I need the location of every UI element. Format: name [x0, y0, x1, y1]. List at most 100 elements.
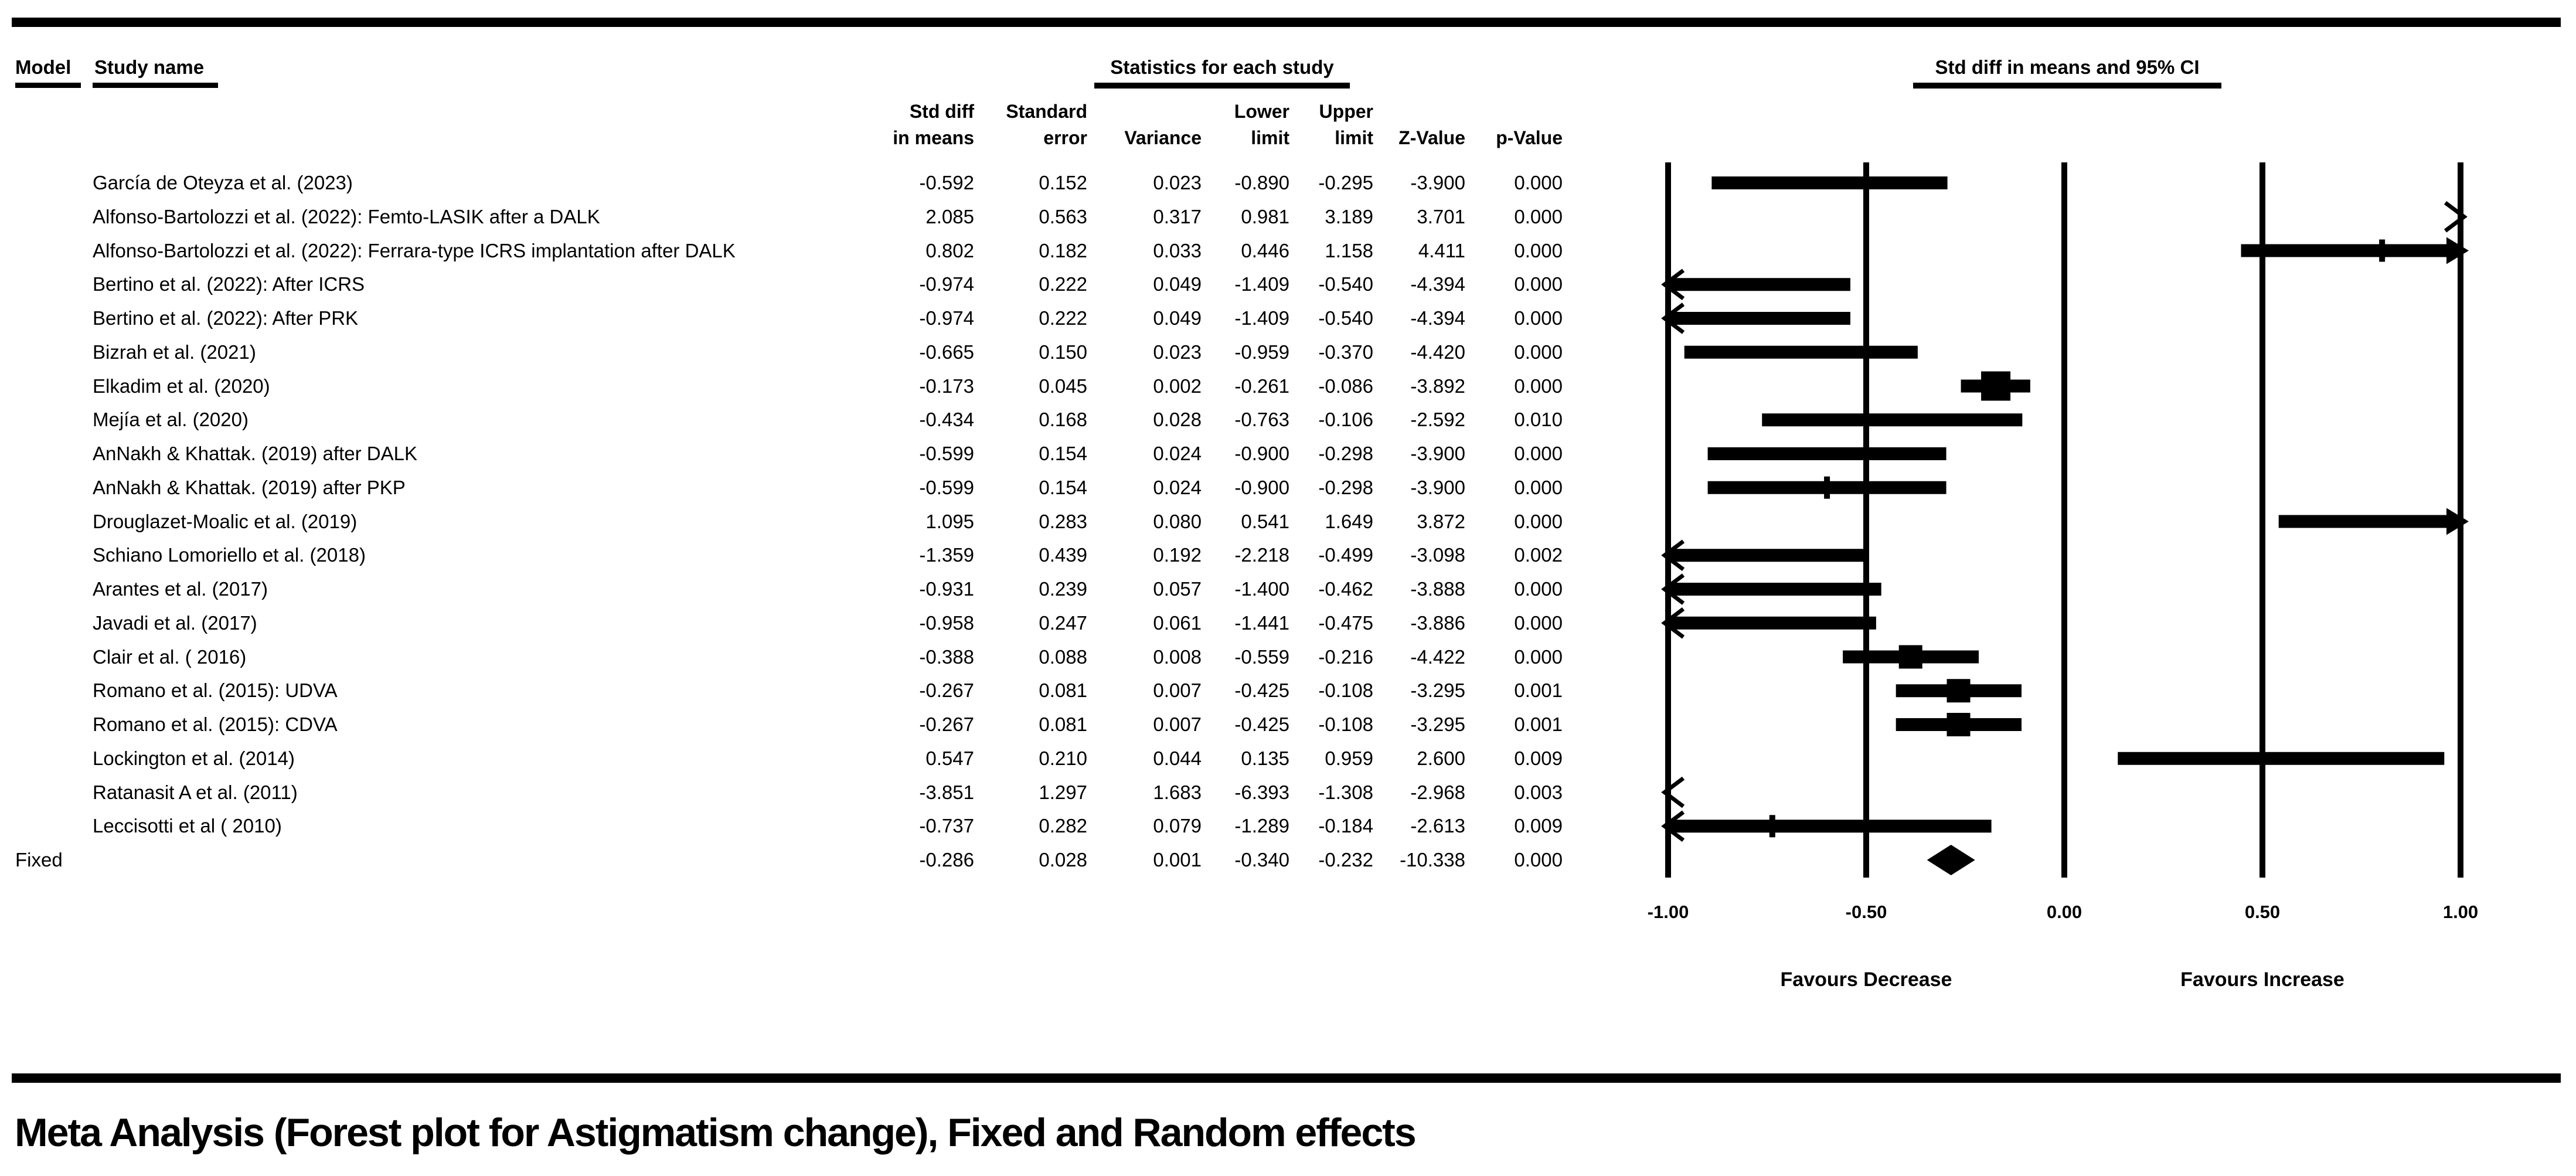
stat-value: 0.802 [925, 240, 974, 261]
ci-bar [1668, 278, 1850, 291]
report-title: Meta Analysis (Forest plot for Astigmati… [15, 1110, 1417, 1155]
stat-value: -0.475 [1318, 612, 1373, 634]
stat-column-header: Variance [1049, 98, 1202, 151]
stat-value: 0.081 [1039, 679, 1087, 701]
stat-value: 0.000 [1514, 307, 1563, 329]
stat-value: -0.086 [1318, 375, 1373, 397]
stat-value: 0.049 [1153, 273, 1202, 295]
stat-value: 1.095 [925, 511, 974, 532]
stat-value: -0.106 [1318, 409, 1373, 430]
model-header-underline [15, 83, 81, 88]
stat-value: -0.286 [919, 849, 974, 871]
stat-value: 0.045 [1039, 375, 1087, 397]
study-name: Elkadim et al. (2020) [93, 375, 270, 397]
stat-value: -3.900 [1410, 172, 1465, 193]
top-border-rule [12, 18, 2561, 27]
stat-value: 0.152 [1039, 172, 1087, 193]
stat-value: 0.446 [1241, 240, 1289, 261]
column-header-line1: Lower [1234, 101, 1289, 122]
stat-value: 0.000 [1514, 341, 1563, 363]
ci-left-arrow [1661, 607, 1685, 639]
study-name: AnNakh & Khattak. (2019) after DALK [93, 443, 417, 464]
stat-value: -0.499 [1318, 544, 1373, 566]
stat-value: -2.968 [1410, 781, 1465, 803]
stat-value: -0.462 [1318, 578, 1373, 600]
stat-value: 2.600 [1417, 747, 1465, 769]
stat-value: 0.135 [1241, 747, 1289, 769]
ci-right-arrow [2446, 237, 2469, 264]
stat-value: 0.563 [1039, 206, 1087, 227]
ci-bar [1668, 549, 1867, 562]
stat-value: -0.592 [919, 172, 974, 193]
stat-value: 0.247 [1039, 612, 1087, 634]
favours-increase-label: Favours Increase [2180, 968, 2344, 991]
stat-value: 0.000 [1514, 578, 1563, 600]
ci-right-arrow [2446, 508, 2469, 535]
stat-value: -0.388 [919, 646, 974, 668]
stat-value: -0.665 [919, 341, 974, 363]
stat-value: -0.370 [1318, 341, 1373, 363]
stat-value: -1.441 [1234, 612, 1289, 634]
ci-left-arrow [1661, 776, 1685, 808]
stat-value: 0.002 [1514, 544, 1563, 566]
stat-column-header: Upper limit [1221, 98, 1373, 151]
stat-value: -1.400 [1234, 578, 1289, 600]
stat-value: -0.108 [1318, 713, 1373, 735]
ci-left-arrow [1661, 303, 1685, 334]
ci-right-arrow [2444, 200, 2468, 233]
study-name: Arantes et al. (2017) [93, 578, 268, 600]
stat-value: -0.184 [1318, 815, 1373, 837]
column-header-line2: limit [1251, 127, 1289, 148]
ci-bar [2278, 515, 2461, 528]
stat-value: -0.599 [919, 443, 974, 464]
stat-value: 0.000 [1514, 477, 1563, 498]
study-name: Drouglazet-Moalic et al. (2019) [93, 511, 358, 532]
axis-tick-label: 0.00 [2047, 902, 2082, 922]
stat-value: 0.044 [1153, 747, 1202, 769]
stat-value: -0.931 [919, 578, 974, 600]
study-name: Alfonso-Bartolozzi et al. (2022): Femto-… [93, 206, 600, 227]
column-header-line2: limit [1335, 127, 1373, 148]
stat-value: -0.425 [1234, 713, 1289, 735]
stat-value: -3.888 [1410, 578, 1465, 600]
stat-value: 0.222 [1039, 307, 1087, 329]
stat-value: 0.033 [1153, 240, 1202, 261]
ci-left-arrow [1661, 573, 1685, 605]
study-name: Javadi et al. (2017) [93, 612, 257, 634]
stat-value: 0.000 [1514, 273, 1563, 295]
model-row-label: Fixed [15, 849, 63, 871]
column-header-line1: Standard [1006, 101, 1087, 122]
stat-value: 1.649 [1325, 511, 1373, 532]
stat-value: -0.900 [1234, 443, 1289, 464]
stat-value: 0.001 [1153, 849, 1202, 871]
stat-value: -3.295 [1410, 679, 1465, 701]
stat-value: -1.409 [1234, 273, 1289, 295]
stat-value: 0.024 [1153, 477, 1202, 498]
stat-value: -0.890 [1234, 172, 1289, 193]
stat-value: 0.150 [1039, 341, 1087, 363]
study-name: Leccisotti et al ( 2010) [93, 815, 282, 837]
stat-value: -3.900 [1410, 477, 1465, 498]
column-header-line1: Upper [1319, 101, 1373, 122]
study-name-column-header: Study name [94, 56, 205, 78]
stat-value: 0.079 [1153, 815, 1202, 837]
axis-tick-label: 1.00 [2443, 902, 2478, 922]
stat-value: -1.359 [919, 544, 974, 566]
stat-value: 0.009 [1514, 747, 1563, 769]
ci-group-header: Std diff in means and 95% CI [1935, 56, 2200, 78]
column-header-line2: Z-Value [1398, 127, 1465, 148]
study-name-header-underline [93, 83, 218, 88]
ci-bar [1668, 820, 1992, 833]
stat-value: -3.295 [1410, 713, 1465, 735]
ci-bar [2118, 752, 2445, 765]
stat-value: 0.081 [1039, 713, 1087, 735]
stat-value: -0.763 [1234, 409, 1289, 430]
stat-value: 2.085 [925, 206, 974, 227]
study-name: García de Oteyza et al. (2023) [93, 172, 353, 193]
study-name: Mejía et al. (2020) [93, 409, 249, 430]
stat-value: -2.613 [1410, 815, 1465, 837]
stat-value: 0.000 [1514, 849, 1563, 871]
stat-value: 0.182 [1039, 240, 1087, 261]
